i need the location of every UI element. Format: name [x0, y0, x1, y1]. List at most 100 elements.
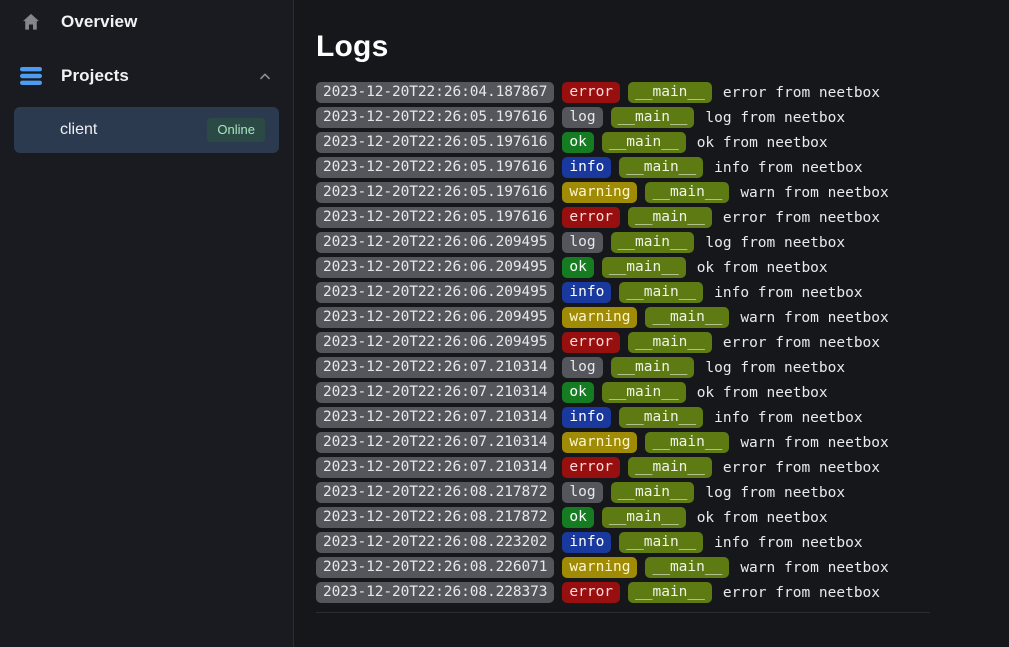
log-row[interactable]: 2023-12-20T22:26:07.210314 ok __main__ ok f… [316, 380, 1009, 405]
log-module-badge: __main__ [619, 407, 704, 428]
log-level-badge: warning [562, 182, 638, 203]
log-message: ok from neetbox [696, 259, 828, 276]
log-module-badge: __main__ [628, 582, 712, 603]
log-timestamp: 2023-12-20T22:26:05.197616 [316, 207, 555, 228]
log-timestamp: 2023-12-20T22:26:05.197616 [316, 182, 555, 203]
log-row[interactable]: 2023-12-20T22:26:06.209495 log __main__ log… [316, 230, 1009, 255]
log-timestamp: 2023-12-20T22:26:08.217872 [316, 482, 555, 503]
log-message: log from neetbox [705, 109, 846, 126]
status-badge: Online [207, 118, 265, 142]
log-module-badge: __main__ [601, 507, 686, 528]
log-module-badge: __main__ [628, 332, 712, 353]
sidebar-item-projects[interactable]: Projects [0, 54, 293, 98]
log-message: log from neetbox [705, 234, 846, 251]
log-timestamp: 2023-12-20T22:26:05.197616 [316, 132, 555, 153]
log-message: info from neetbox [714, 409, 863, 426]
log-level-badge: warning [562, 432, 638, 453]
log-timestamp: 2023-12-20T22:26:07.210314 [316, 382, 555, 403]
log-row[interactable]: 2023-12-20T22:26:06.209495 error __main__ e… [316, 330, 1009, 355]
log-module-badge: __main__ [610, 357, 695, 378]
log-message: warn from neetbox [740, 434, 889, 451]
log-timestamp: 2023-12-20T22:26:08.226071 [316, 557, 555, 578]
log-level-badge: error [562, 207, 621, 228]
log-module-badge: __main__ [645, 182, 730, 203]
chevron-up-icon[interactable] [253, 67, 277, 85]
log-row[interactable]: 2023-12-20T22:26:07.210314 warning __main_… [316, 430, 1009, 455]
log-message: log from neetbox [705, 484, 846, 501]
log-level-badge: warning [562, 557, 638, 578]
log-timestamp: 2023-12-20T22:26:05.197616 [316, 107, 555, 128]
log-level-badge: error [562, 82, 621, 103]
page-title: Logs [316, 30, 389, 63]
log-level-badge: ok [562, 382, 594, 403]
main-content: Logs 2023-12-20T22:26:04.187867 error __ma… [294, 0, 1009, 647]
log-module-badge: __main__ [610, 107, 695, 128]
list-divider [316, 612, 930, 613]
list-icon [16, 65, 46, 87]
log-level-badge: ok [562, 507, 594, 528]
log-level-badge: log [562, 357, 603, 378]
log-message: info from neetbox [714, 534, 863, 551]
log-message: ok from neetbox [696, 134, 828, 151]
log-message: log from neetbox [705, 359, 846, 376]
log-timestamp: 2023-12-20T22:26:07.210314 [316, 407, 555, 428]
log-level-badge: info [562, 282, 612, 303]
log-timestamp: 2023-12-20T22:26:07.210314 [316, 357, 555, 378]
log-message: error from neetbox [722, 459, 881, 476]
log-row[interactable]: 2023-12-20T22:26:07.210314 error __main__ e… [316, 455, 1009, 480]
log-module-badge: __main__ [610, 482, 695, 503]
log-level-badge: error [562, 582, 621, 603]
log-message: ok from neetbox [696, 384, 828, 401]
log-message: warn from neetbox [740, 184, 889, 201]
log-level-badge: info [562, 407, 612, 428]
log-module-badge: __main__ [628, 207, 712, 228]
log-row[interactable]: 2023-12-20T22:26:05.197616 info __main__ in… [316, 155, 1009, 180]
log-level-badge: ok [562, 132, 594, 153]
log-module-badge: __main__ [619, 157, 704, 178]
log-module-badge: __main__ [610, 232, 695, 253]
log-module-badge: __main__ [645, 557, 730, 578]
log-row[interactable]: 2023-12-20T22:26:07.210314 log __main__ log… [316, 355, 1009, 380]
log-timestamp: 2023-12-20T22:26:07.210314 [316, 457, 555, 478]
log-timestamp: 2023-12-20T22:26:04.187867 [316, 82, 555, 103]
log-row[interactable]: 2023-12-20T22:26:08.228373 error __main__ e… [316, 580, 1009, 605]
sidebar-item-overview[interactable]: Overview [0, 0, 293, 44]
log-list[interactable]: 2023-12-20T22:26:04.187867 error __main__ e… [316, 80, 1009, 605]
log-row[interactable]: 2023-12-20T22:26:08.226071 warning __main_… [316, 555, 1009, 580]
log-timestamp: 2023-12-20T22:26:06.209495 [316, 232, 555, 253]
log-level-badge: ok [562, 257, 594, 278]
log-row[interactable]: 2023-12-20T22:26:05.197616 log __main__ log… [316, 105, 1009, 130]
sidebar-project-item-client[interactable]: client Online [14, 107, 279, 153]
log-row[interactable]: 2023-12-20T22:26:05.197616 error __main__ e… [316, 205, 1009, 230]
log-message: error from neetbox [722, 209, 881, 226]
log-row[interactable]: 2023-12-20T22:26:06.209495 info __main__ in… [316, 280, 1009, 305]
log-row[interactable]: 2023-12-20T22:26:05.197616 ok __main__ ok f… [316, 130, 1009, 155]
log-timestamp: 2023-12-20T22:26:08.217872 [316, 507, 555, 528]
log-level-badge: log [562, 232, 603, 253]
log-row[interactable]: 2023-12-20T22:26:08.217872 log __main__ log… [316, 480, 1009, 505]
sidebar: Overview Projects client Online [0, 0, 294, 647]
log-row[interactable]: 2023-12-20T22:26:06.209495 warning __main_… [316, 305, 1009, 330]
log-row[interactable]: 2023-12-20T22:26:05.197616 warning __main_… [316, 180, 1009, 205]
log-level-badge: info [562, 157, 612, 178]
log-row[interactable]: 2023-12-20T22:26:08.223202 info __main__ in… [316, 530, 1009, 555]
log-message: info from neetbox [714, 284, 863, 301]
project-name: client [60, 121, 98, 138]
log-level-badge: log [562, 482, 603, 503]
log-timestamp: 2023-12-20T22:26:05.197616 [316, 157, 555, 178]
log-level-badge: error [562, 457, 621, 478]
log-module-badge: __main__ [645, 307, 730, 328]
log-row[interactable]: 2023-12-20T22:26:08.217872 ok __main__ ok f… [316, 505, 1009, 530]
log-row[interactable]: 2023-12-20T22:26:06.209495 ok __main__ ok f… [316, 255, 1009, 280]
log-level-badge: error [562, 332, 621, 353]
log-row[interactable]: 2023-12-20T22:26:07.210314 info __main__ in… [316, 405, 1009, 430]
log-message: error from neetbox [722, 334, 881, 351]
log-row[interactable]: 2023-12-20T22:26:04.187867 error __main__ e… [316, 80, 1009, 105]
log-module-badge: __main__ [628, 82, 712, 103]
sidebar-item-overview-label: Overview [61, 12, 138, 31]
log-message: error from neetbox [722, 84, 881, 101]
log-message: info from neetbox [714, 159, 863, 176]
log-timestamp: 2023-12-20T22:26:08.228373 [316, 582, 555, 603]
log-level-badge: info [562, 532, 612, 553]
